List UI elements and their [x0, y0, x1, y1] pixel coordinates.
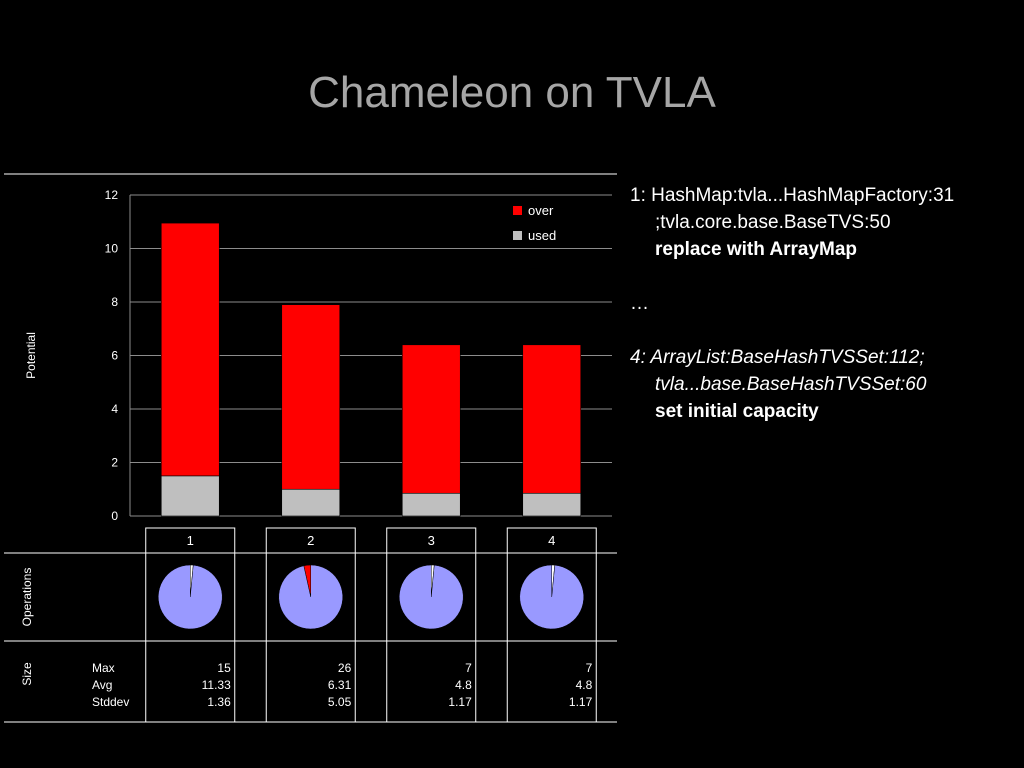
bar-used-3 [401, 492, 461, 517]
pie-3-slice-1 [399, 564, 464, 630]
note-item-1-action: replace with ArrayMap [655, 239, 858, 260]
bar-used-4 [522, 492, 582, 517]
size-value-2-stddev: 5.05 [328, 695, 352, 709]
size-row-label-stddev: Stddev [92, 695, 129, 709]
size-value-3-stddev: 1.17 [448, 695, 472, 709]
slide-title: Chameleon on TVLA [308, 68, 716, 117]
y-tick-label-0: 0 [111, 509, 118, 523]
category-label-4: 4 [548, 533, 555, 548]
y-tick-label-6: 12 [105, 188, 119, 202]
bar-over-2 [281, 304, 341, 490]
size-value-1-max: 15 [217, 661, 231, 675]
size-value-3-avg: 4.8 [455, 678, 472, 692]
y-tick-label-3: 6 [111, 349, 118, 363]
note-item-1-line-2: ;tvla.core.base.BaseTVS:50 [655, 212, 891, 233]
legend-swatch-over [513, 206, 522, 215]
bar-over-1 [160, 222, 220, 477]
note-item-4-action: set initial capacity [655, 401, 819, 422]
size-value-1-stddev: 1.36 [207, 695, 231, 709]
size-value-4-avg: 4.8 [576, 678, 593, 692]
operations-label: Operations [20, 568, 34, 627]
size-value-4-stddev: 1.17 [569, 695, 593, 709]
category-label-3: 3 [428, 533, 435, 548]
size-value-3-max: 7 [465, 661, 472, 675]
note-item-4-line-2: tvla...base.BaseHashTVSSet:60 [655, 374, 927, 395]
bar-used-1 [160, 475, 220, 517]
size-row-label-max: Max [92, 661, 115, 675]
pie-4-slice-1 [519, 564, 584, 630]
size-value-2-avg: 6.31 [328, 678, 352, 692]
bar-used-2 [281, 488, 341, 517]
legend-label-over: over [528, 203, 554, 218]
y-axis-label: Potential [24, 332, 38, 379]
pie-1-slice-1 [158, 564, 223, 630]
note-item-1-line-1: 1: HashMap:tvla...HashMapFactory:31 [630, 185, 955, 206]
bar-over-3 [401, 344, 461, 494]
size-label: Size [20, 662, 34, 686]
legend-swatch-used [513, 231, 522, 240]
category-label-2: 2 [307, 533, 314, 548]
notes-panel: 1: HashMap:tvla...HashMapFactory:31 ;tvl… [630, 182, 1020, 425]
note-ellipsis: … [630, 293, 649, 314]
size-row-label-avg: Avg [92, 678, 112, 692]
note-item-4-line-1: 4: ArrayList:BaseHashTVSSet:112; [630, 347, 925, 368]
y-tick-label-4: 8 [111, 295, 118, 309]
bar-over-4 [522, 344, 582, 494]
size-value-2-max: 26 [338, 661, 352, 675]
pie-2-slice-1 [278, 564, 343, 630]
size-value-1-avg: 11.33 [202, 678, 231, 692]
y-tick-label-1: 2 [111, 456, 118, 470]
y-tick-label-5: 10 [105, 242, 119, 256]
size-value-4-max: 7 [586, 661, 593, 675]
y-tick-label-2: 4 [111, 402, 118, 416]
category-label-1: 1 [187, 533, 194, 548]
legend-label-used: used [528, 228, 556, 243]
